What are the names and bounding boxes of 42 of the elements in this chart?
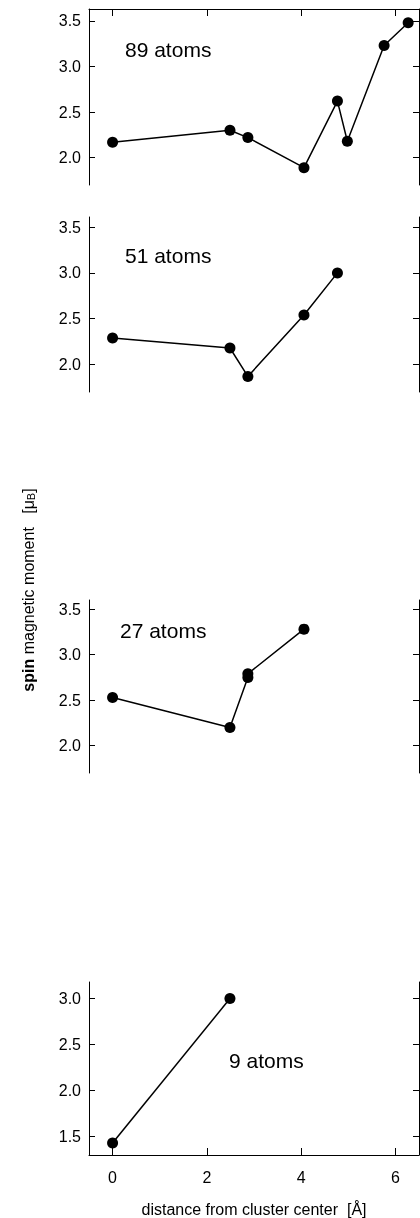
point: [341, 135, 353, 147]
point: [298, 623, 310, 635]
y-axis-title: spin magnetic moment [μB]: [19, 488, 37, 692]
y-tick-label: 2.5: [58, 103, 82, 121]
point: [242, 132, 254, 144]
annotation: 9 atoms: [229, 1049, 304, 1072]
y-tick-label: 2.5: [58, 310, 82, 328]
y-tick-label: 2.0: [58, 1082, 82, 1100]
y-tick-label: 2.0: [58, 356, 82, 374]
x-tick-label: 4: [296, 1168, 306, 1186]
point: [242, 370, 254, 382]
y-tick-label: 3.5: [58, 218, 82, 236]
point: [378, 39, 390, 51]
point: [331, 267, 343, 279]
y-tick-label: 3.0: [58, 990, 82, 1008]
x-tick-label: 0: [108, 1168, 118, 1186]
y-tick-label: 2.0: [58, 149, 82, 167]
y-tick-label: 1.5: [58, 1128, 82, 1146]
point: [107, 332, 119, 344]
y-tick-label: 2.0: [58, 737, 82, 755]
point: [224, 721, 236, 733]
annotation: 27 atoms: [120, 619, 207, 642]
x-tick-label: 6: [390, 1168, 400, 1186]
y-tick-label: 2.5: [58, 1036, 82, 1054]
point: [107, 691, 119, 703]
point: [224, 124, 236, 136]
x-axis-title: distance from cluster center [Å]: [141, 1199, 367, 1218]
y-tick-label: 2.5: [58, 691, 82, 709]
point: [107, 136, 119, 148]
point: [298, 309, 310, 321]
y-tick-label: 3.0: [58, 57, 82, 75]
point: [224, 342, 236, 354]
point: [331, 95, 343, 107]
annotation: 51 atoms: [125, 244, 212, 267]
y-tick-label: 3.0: [58, 264, 82, 282]
point: [402, 17, 414, 29]
y-tick-label: 3.5: [58, 12, 82, 30]
y-tick-label: 3.5: [58, 600, 82, 618]
annotation: 89 atoms: [125, 38, 212, 61]
y-tick-label: 3.0: [58, 646, 82, 664]
x-tick-label: 2: [202, 1168, 212, 1186]
point: [298, 162, 310, 174]
